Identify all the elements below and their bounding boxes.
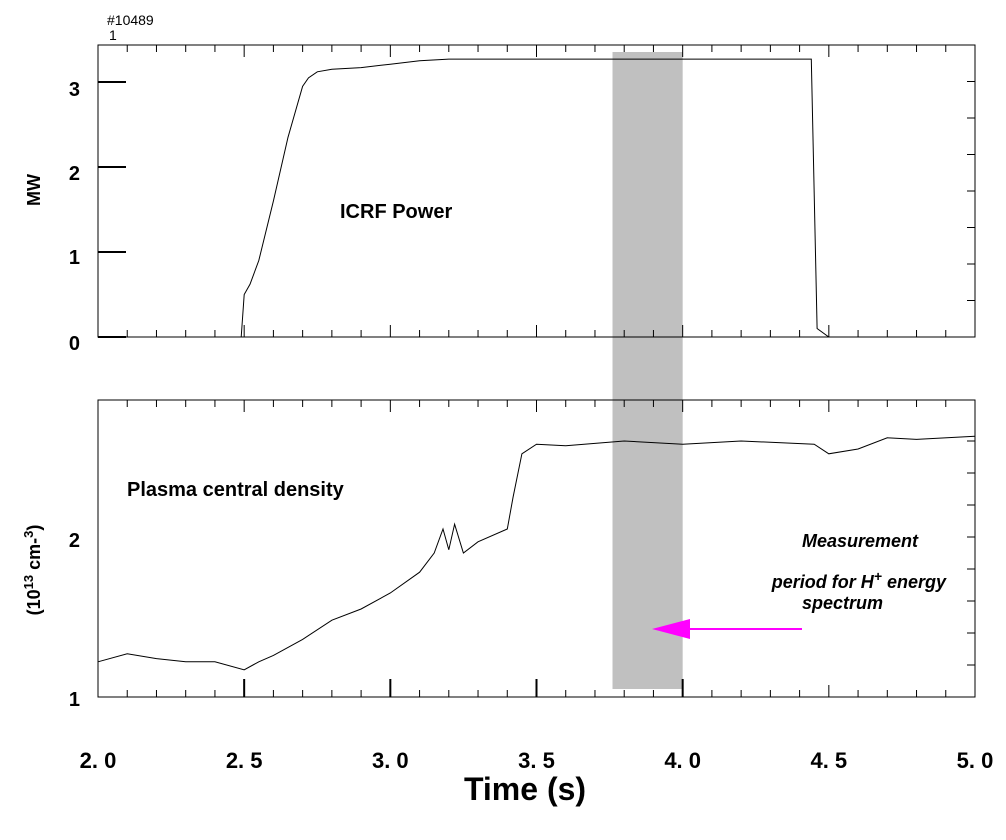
power-ylabel: MW bbox=[24, 174, 44, 206]
x-tick-label: 2. 0 bbox=[80, 748, 117, 773]
shot-number-label: #10489 bbox=[107, 12, 154, 28]
power-series-label: ICRF Power bbox=[340, 201, 452, 223]
x-tick-label: 5. 0 bbox=[957, 748, 994, 773]
x-tick-label: 3. 5 bbox=[518, 748, 555, 773]
x-tick-label: 4. 5 bbox=[810, 748, 847, 773]
x-tick-label: 3. 0 bbox=[372, 748, 409, 773]
shot-number-label-2: 1 bbox=[109, 27, 117, 43]
density-ytick-1: 1 bbox=[69, 689, 80, 711]
annotation-line-3: spectrum bbox=[802, 593, 883, 613]
density-series-label: Plasma central density bbox=[127, 479, 345, 501]
measurement-arrow bbox=[652, 619, 802, 639]
power-panel-frame bbox=[97, 44, 976, 338]
x-tick-labels: 2. 0 2. 5 3. 0 3. 5 4. 0 4. 5 5. 0 bbox=[80, 748, 994, 773]
icrf-power-line bbox=[98, 58, 975, 338]
axis-ticks bbox=[98, 45, 975, 697]
plasma-density-line bbox=[97, 435, 976, 671]
power-ytick-3: 3 bbox=[69, 79, 80, 101]
density-ytick-2: 2 bbox=[69, 530, 80, 552]
annotation-line-1: Measurement bbox=[802, 531, 919, 551]
x-axis-label: Time (s) bbox=[464, 771, 586, 807]
annotation-line-2: period for H+ energy bbox=[771, 568, 947, 592]
measurement-period-shading bbox=[612, 52, 683, 689]
series-layer bbox=[97, 58, 976, 671]
power-ytick-0: 0 bbox=[69, 333, 80, 355]
density-ylabel: (1013 cm-3) bbox=[21, 525, 44, 616]
power-ytick-1: 1 bbox=[69, 247, 80, 269]
x-tick-label: 4. 0 bbox=[664, 748, 701, 773]
x-tick-label: 2. 5 bbox=[226, 748, 263, 773]
power-ytick-2: 2 bbox=[69, 163, 80, 185]
